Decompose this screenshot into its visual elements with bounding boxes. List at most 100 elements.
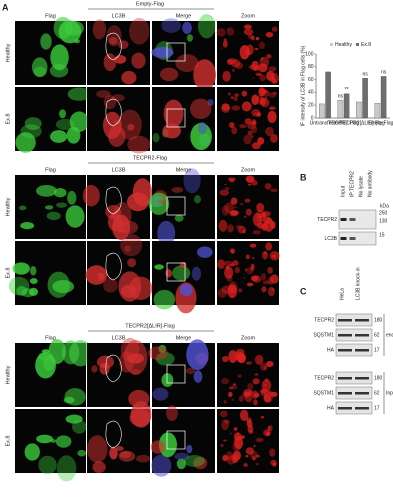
cell (56, 455, 77, 482)
cell (251, 94, 259, 106)
column-label: Zoom (241, 13, 255, 19)
cell (20, 222, 35, 230)
cell (30, 266, 37, 276)
cell (272, 462, 277, 467)
block-label: endo-HA-IP (386, 332, 393, 338)
band-label: SQSTM1 (313, 390, 334, 396)
cell (258, 213, 264, 218)
cell (253, 112, 257, 115)
cell (222, 70, 231, 82)
cell (258, 41, 265, 50)
cell (114, 54, 127, 64)
cell (29, 287, 38, 296)
cell (231, 398, 235, 401)
cell (259, 89, 268, 94)
cell (36, 434, 54, 444)
blot (338, 231, 377, 246)
cell (270, 274, 279, 284)
annotation: ns (338, 93, 344, 99)
zoom-box (166, 430, 186, 450)
cell (40, 33, 52, 50)
cell (59, 109, 66, 119)
x-tick-label: Untransfected (310, 120, 341, 126)
cell (217, 288, 228, 298)
cell (24, 117, 42, 130)
cell (226, 27, 235, 36)
cell (231, 210, 239, 217)
cell (191, 266, 202, 281)
cell (264, 378, 269, 383)
cell (55, 435, 72, 448)
cell-outline (105, 32, 122, 61)
cell (245, 254, 250, 260)
y-tick-label: 40 (308, 90, 314, 96)
cell (115, 446, 124, 452)
cell (47, 271, 70, 298)
cell (256, 95, 264, 105)
cell (222, 355, 229, 363)
cell (69, 111, 89, 132)
cell (96, 355, 115, 369)
band (338, 319, 352, 322)
cell (231, 105, 241, 111)
cell (246, 282, 254, 287)
cell (158, 344, 167, 354)
cell (241, 90, 248, 97)
cell (29, 277, 38, 285)
cell (224, 266, 234, 279)
cell (193, 370, 203, 383)
x-tick-label: TECPR2 Flag (328, 120, 359, 126)
cell (252, 378, 260, 385)
cell (267, 426, 271, 431)
zoom-box (166, 108, 186, 128)
cell (244, 24, 252, 30)
band-label: TECPR2 (317, 217, 337, 223)
cell (123, 340, 148, 375)
cell (228, 177, 236, 182)
cell (35, 352, 56, 379)
cell (103, 278, 118, 293)
cell (109, 446, 118, 460)
cell (251, 135, 254, 138)
bar (356, 101, 362, 119)
bar (337, 99, 344, 119)
cell (183, 455, 205, 467)
legend-swatch (330, 43, 333, 46)
cell (198, 121, 207, 134)
legend-swatch (356, 43, 359, 46)
cell (252, 77, 255, 79)
cell (255, 454, 261, 458)
cell (120, 233, 143, 257)
cell (266, 360, 274, 368)
bar (362, 78, 368, 119)
cell (103, 111, 122, 139)
cell (151, 454, 172, 477)
block-label: Input (386, 390, 393, 396)
annotation: ns (362, 72, 368, 78)
cell (255, 72, 261, 76)
cell (232, 383, 237, 386)
cell (231, 384, 238, 390)
cell (221, 205, 230, 216)
cell (127, 258, 137, 268)
marker: 62 (374, 332, 380, 338)
cell (119, 351, 134, 373)
bar (325, 71, 331, 119)
cell (232, 450, 241, 461)
cell (272, 91, 277, 95)
cell (238, 288, 243, 293)
cell (129, 409, 151, 427)
cell (221, 103, 230, 111)
cell (38, 455, 57, 475)
cell (253, 444, 256, 448)
cell (227, 92, 231, 96)
cell (254, 354, 264, 365)
cell-outline (105, 420, 122, 449)
column-label: Flag (45, 13, 56, 19)
cell (162, 123, 181, 139)
kda-label: kDa (380, 203, 389, 209)
band (355, 377, 369, 380)
cell (254, 372, 259, 376)
cell (97, 272, 105, 281)
